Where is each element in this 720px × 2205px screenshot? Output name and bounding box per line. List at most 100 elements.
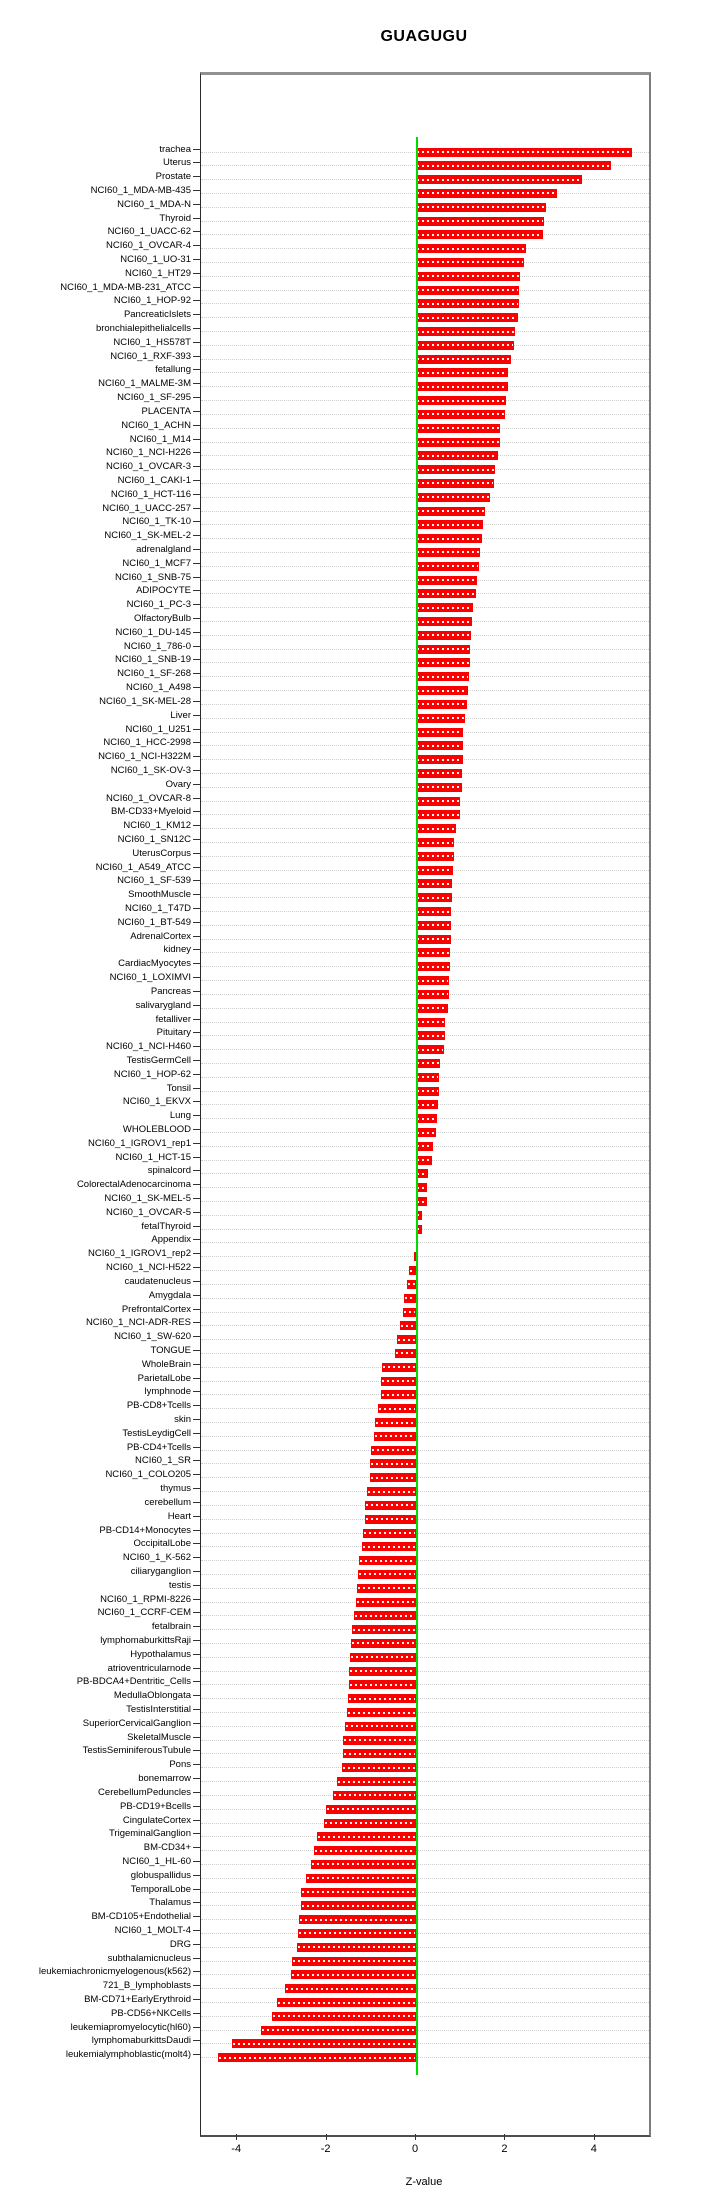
category-label: NCI60_1_ACHN	[121, 419, 191, 431]
bar	[416, 465, 495, 475]
x-tick	[415, 2134, 416, 2140]
y-tick	[193, 1349, 200, 1351]
bar-center-dash	[404, 1297, 415, 1300]
bar-center-dash	[417, 1186, 427, 1189]
category-label: NCI60_1_HT29	[124, 267, 191, 279]
bar	[416, 147, 633, 157]
bar	[416, 1017, 446, 1027]
category-label: Amygdala	[148, 1289, 191, 1301]
grid-line	[201, 1546, 649, 1548]
y-tick	[193, 1557, 200, 1559]
bar-center-dash	[417, 399, 506, 402]
category-label: BM-CD33+Myeloid	[111, 806, 191, 818]
category-label: PancreaticIslets	[123, 309, 191, 321]
grid-line	[201, 2029, 649, 2031]
bar	[355, 1597, 416, 1607]
bar-center-dash	[417, 275, 519, 278]
grid-line	[201, 1642, 649, 1644]
bar	[416, 396, 507, 406]
category-label: NCI60_1_HOP-62	[113, 1068, 191, 1080]
category-label: Prostate	[155, 171, 191, 183]
y-tick	[193, 176, 200, 178]
grid-line	[201, 1532, 649, 1534]
bar	[399, 1321, 416, 1331]
grid-line	[201, 1863, 649, 1865]
y-tick	[193, 493, 200, 495]
bar	[416, 589, 476, 599]
bar	[342, 1763, 416, 1773]
bar-center-dash	[407, 1283, 415, 1286]
bar-center-dash	[417, 565, 478, 568]
category-label: NCI60_1_T47D	[124, 903, 191, 915]
bar-center-dash	[417, 358, 510, 361]
y-tick	[193, 341, 200, 343]
y-tick	[193, 839, 200, 840]
grid-line	[201, 2057, 649, 2059]
bar-center-dash	[301, 1904, 415, 1907]
bar	[403, 1307, 416, 1317]
grid-line	[201, 1712, 649, 1714]
category-label: PB-CD56+NKCells	[111, 2007, 191, 2019]
grid-line	[201, 1297, 649, 1299]
y-tick	[193, 2026, 200, 2028]
y-tick	[193, 1129, 200, 1130]
category-label: NCI60_1_MDA-MB-435	[90, 184, 191, 196]
bar	[409, 1266, 416, 1276]
category-label: NCI60_1_KM12	[123, 820, 191, 832]
bar	[310, 1859, 416, 1869]
bar-center-dash	[298, 1932, 415, 1935]
category-label: Ovary	[165, 778, 191, 790]
category-label: ColorectalAdenocarcinoma	[76, 1179, 191, 1191]
grid-line	[201, 1325, 649, 1327]
bar-center-dash	[356, 1601, 415, 1604]
grid-line	[201, 1504, 649, 1506]
bar	[363, 1528, 416, 1538]
bar	[416, 1224, 422, 1234]
grid-line	[201, 1491, 649, 1493]
bar-center-dash	[417, 206, 546, 209]
bar	[364, 1514, 416, 1524]
y-tick	[193, 1253, 200, 1255]
category-label: BM-CD34+	[143, 1842, 191, 1854]
y-tick	[193, 1667, 200, 1669]
bar-center-dash	[417, 371, 508, 374]
y-tick	[193, 1999, 200, 2001]
bar-center-dash	[417, 717, 464, 720]
y-tick	[193, 1059, 200, 1061]
bar	[325, 1804, 416, 1814]
bar	[416, 492, 491, 502]
bar	[416, 547, 481, 557]
category-label: NCI60_1_EKVX	[122, 1096, 191, 1108]
category-label: bonemarrow	[138, 1773, 191, 1785]
y-tick	[193, 797, 200, 799]
bar	[416, 948, 451, 958]
bar-center-dash	[417, 1007, 448, 1010]
y-tick	[193, 783, 200, 785]
category-label: NCI60_1_A549_ATCC	[95, 861, 191, 873]
bar-center-dash	[404, 1311, 415, 1314]
bar-center-dash	[417, 689, 467, 692]
bar	[348, 1694, 416, 1704]
bar	[382, 1362, 416, 1372]
category-label: SmoothMuscle	[128, 889, 191, 901]
bar-center-dash	[417, 675, 469, 678]
grid-line	[201, 1394, 649, 1396]
grid-line	[201, 1560, 649, 1562]
y-tick	[193, 1032, 200, 1034]
grid-line	[201, 1629, 649, 1631]
y-tick	[193, 714, 200, 716]
bar-center-dash	[417, 1159, 431, 1162]
y-tick	[193, 811, 200, 813]
grid-line	[201, 1283, 649, 1285]
bar-center-dash	[417, 330, 515, 333]
category-label: atrioventricularnode	[107, 1662, 191, 1674]
category-label: trachea	[159, 143, 191, 155]
bar-center-dash	[286, 1987, 415, 1990]
bar	[416, 1100, 439, 1110]
category-label: leukemialymphoblastic(molt4)	[65, 2049, 191, 2061]
bar-center-dash	[338, 1780, 415, 1783]
category-label: PB-CD8+Tcells	[126, 1400, 191, 1412]
bar	[371, 1445, 416, 1455]
bar	[416, 755, 463, 765]
